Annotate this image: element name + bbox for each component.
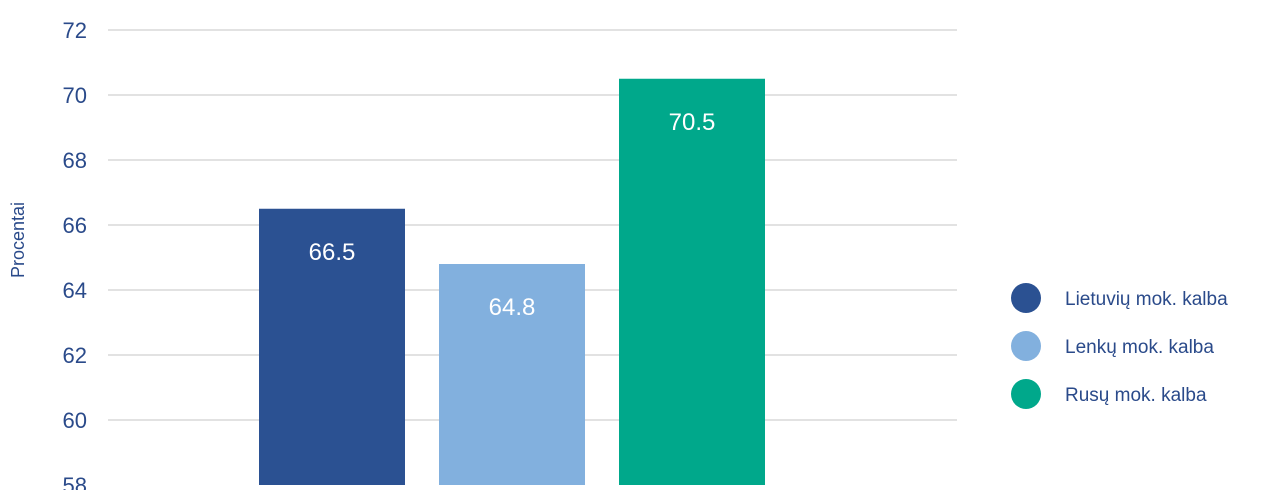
- y-tick-label: 64: [63, 278, 87, 303]
- bar: [439, 264, 585, 485]
- legend-label: Lietuvių mok. kalba: [1065, 289, 1228, 310]
- y-tick-label: 60: [63, 408, 87, 433]
- legend-marker: [1011, 379, 1041, 409]
- y-tick-label: 62: [63, 343, 87, 368]
- legend-marker: [1011, 331, 1041, 361]
- y-tick-label: 70: [63, 83, 87, 108]
- y-axis-label: Procentai: [8, 202, 28, 278]
- bar: [259, 208, 405, 485]
- legend-label: Rusų mok. kalba: [1065, 385, 1207, 406]
- legend-marker: [1011, 283, 1041, 313]
- bar-value-label: 64.8: [489, 294, 536, 321]
- bars: 66.5 64.8 70.5: [259, 78, 765, 485]
- bar-value-label: 70.5: [669, 109, 716, 136]
- bar-value-label: 66.5: [309, 239, 356, 266]
- y-axis-ticks: 72 70 68 66 64 62 60 58: [63, 18, 87, 490]
- y-tick-label: 68: [63, 148, 87, 173]
- y-tick-label: 66: [63, 213, 87, 238]
- bar: [619, 78, 765, 485]
- y-tick-label: 58: [63, 473, 87, 490]
- legend-label: Lenkų mok. kalba: [1065, 337, 1214, 358]
- y-tick-label: 72: [63, 18, 87, 43]
- legend: Lietuvių mok. kalba Lenkų mok. kalba Rusų …: [1011, 283, 1228, 409]
